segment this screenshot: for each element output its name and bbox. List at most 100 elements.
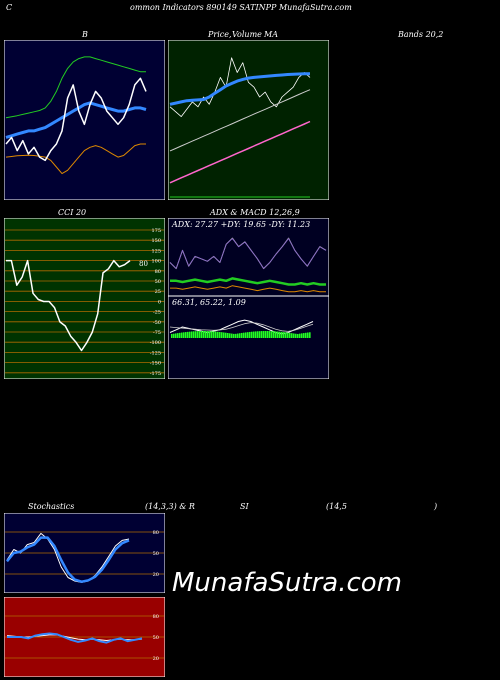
ma-short-line (169, 72, 310, 106)
bands-label: Bands 20,2 (398, 30, 444, 39)
macd-histogram-bar (209, 331, 211, 338)
macd-histogram-bar (269, 331, 271, 338)
macd-histogram-bar (265, 331, 267, 338)
bb-middle-band (5, 101, 147, 139)
macd-histogram-bar (277, 331, 279, 338)
adx-minus-di-line (170, 285, 326, 293)
si-label: SI (240, 502, 249, 511)
macd-histogram-bar (289, 332, 291, 338)
macd-histogram-bar (177, 333, 179, 338)
stoch-tick-label: 50 (153, 551, 159, 557)
rsi-close-label: ) (434, 502, 438, 511)
macd-histogram-bar (203, 331, 205, 338)
cci-tick-label: 50 (155, 279, 161, 285)
macd-histogram-bar (295, 333, 297, 338)
header-title: ommon Indicators 890149 SATINPP MunafaSu… (130, 3, 352, 12)
ma-label: MA (264, 30, 278, 39)
stoch-params-label: (14,3,3) & R (145, 502, 195, 511)
macd-histogram-bar (175, 333, 177, 338)
bollinger-panel (4, 40, 165, 200)
bb-lower-band (5, 143, 146, 175)
macd-histogram-bar (303, 333, 305, 338)
macd-histogram-bar (287, 332, 289, 338)
cci-tick-label: 100 (151, 259, 161, 265)
macd-histogram-bar (293, 333, 295, 338)
bb-label: B (82, 30, 88, 39)
macd-histogram-bar (239, 333, 241, 338)
stoch-d-line (6, 536, 130, 583)
cci-tick-label: 0 (158, 299, 161, 305)
macd-histogram-bar (275, 331, 277, 338)
macd-histogram-bar (297, 333, 299, 338)
ma-longest-line (169, 120, 311, 184)
macd-histogram-bar (263, 331, 265, 338)
macd-histogram-bar (251, 331, 253, 338)
macd-histogram-bar (249, 331, 251, 338)
macd-histogram-bar (195, 331, 197, 338)
cci-tick-label: -150 (150, 361, 161, 367)
macd-histogram-bar (227, 332, 229, 338)
rsi-tick-label: 50 (153, 635, 159, 641)
adx-values-text: ADX: 27.27 +DY: 19.65 -DY: 11.23 (171, 220, 310, 229)
macd-histogram-bar (215, 331, 217, 338)
bb-price-line (5, 77, 147, 162)
macd-histogram-bar (223, 332, 225, 338)
cci-tick-label: -100 (150, 340, 161, 346)
rsi-tick-label: 80 (153, 614, 159, 620)
bb-upper-band (5, 56, 146, 119)
stoch-tick-label: 80 (153, 530, 159, 536)
macd-histogram-bar (225, 332, 227, 338)
macd-histogram-bar (255, 331, 257, 338)
stoch-k-line (6, 532, 130, 583)
macd-values-text: 66.31, 65.22, 1.09 (172, 298, 246, 307)
macd-histogram-bar (233, 333, 235, 338)
macd-histogram-bar (279, 331, 281, 338)
macd-histogram-bar (191, 331, 193, 338)
macd-histogram-bar (173, 333, 175, 338)
macd-histogram-bar (207, 331, 209, 338)
cci-tick-label: 80 (155, 269, 161, 275)
watermark: MunafaSutra.com (172, 568, 403, 598)
macd-histogram-bar (221, 332, 223, 338)
macd-histogram-bar (193, 331, 195, 338)
cci-tick-label: 25 (155, 289, 161, 295)
macd-histogram-bar (259, 331, 261, 338)
cci-line (6, 259, 131, 352)
cci-tick-label: 175 (151, 228, 161, 234)
adx-plus-di-line (170, 277, 326, 286)
cci-panel: 1751501251008050250-25-50-75-100-125-150… (4, 218, 165, 379)
macd-histogram-bar (247, 332, 249, 338)
ma-price-line (169, 57, 311, 117)
macd-histogram-bar (299, 333, 301, 338)
cci-tick-label: -50 (153, 320, 161, 326)
header-c: C (6, 3, 13, 12)
cci-tick-label: -75 (153, 330, 161, 336)
cci-tick-label: 150 (151, 238, 161, 244)
macd-histogram-bar (309, 332, 311, 338)
stoch-label: Stochastics (28, 502, 75, 511)
macd-histogram-bar (185, 332, 187, 338)
macd-histogram-bar (179, 332, 181, 338)
macd-histogram-bar (189, 331, 191, 338)
macd-histogram-bar (183, 332, 185, 338)
macd-histogram-bar (285, 332, 287, 338)
price-label: Price, (208, 30, 232, 39)
cci-tick-label: -175 (150, 371, 161, 377)
adx-macd-label: ADX & MACD 12,26,9 (210, 208, 300, 217)
cci-tick-label: -25 (153, 310, 161, 316)
macd-histogram-bar (213, 331, 215, 338)
macd-histogram-bar (197, 331, 199, 338)
macd-histogram-bar (273, 331, 275, 338)
macd-histogram-bar (307, 332, 309, 338)
macd-panel: 66.31, 65.22, 1.09 (168, 296, 329, 379)
macd-histogram-bar (283, 332, 285, 338)
macd-histogram-bar (261, 331, 263, 338)
macd-histogram-bar (305, 332, 307, 338)
macd-histogram-bar (253, 331, 255, 338)
cci-tick-label: 125 (151, 248, 161, 254)
cci-label: CCI 20 (58, 208, 87, 217)
rsi-tick-label: 20 (153, 656, 159, 662)
macd-histogram-bar (231, 333, 233, 338)
macd-histogram-bar (267, 331, 269, 338)
stochastics-panel: 80 50 20 (4, 513, 165, 593)
